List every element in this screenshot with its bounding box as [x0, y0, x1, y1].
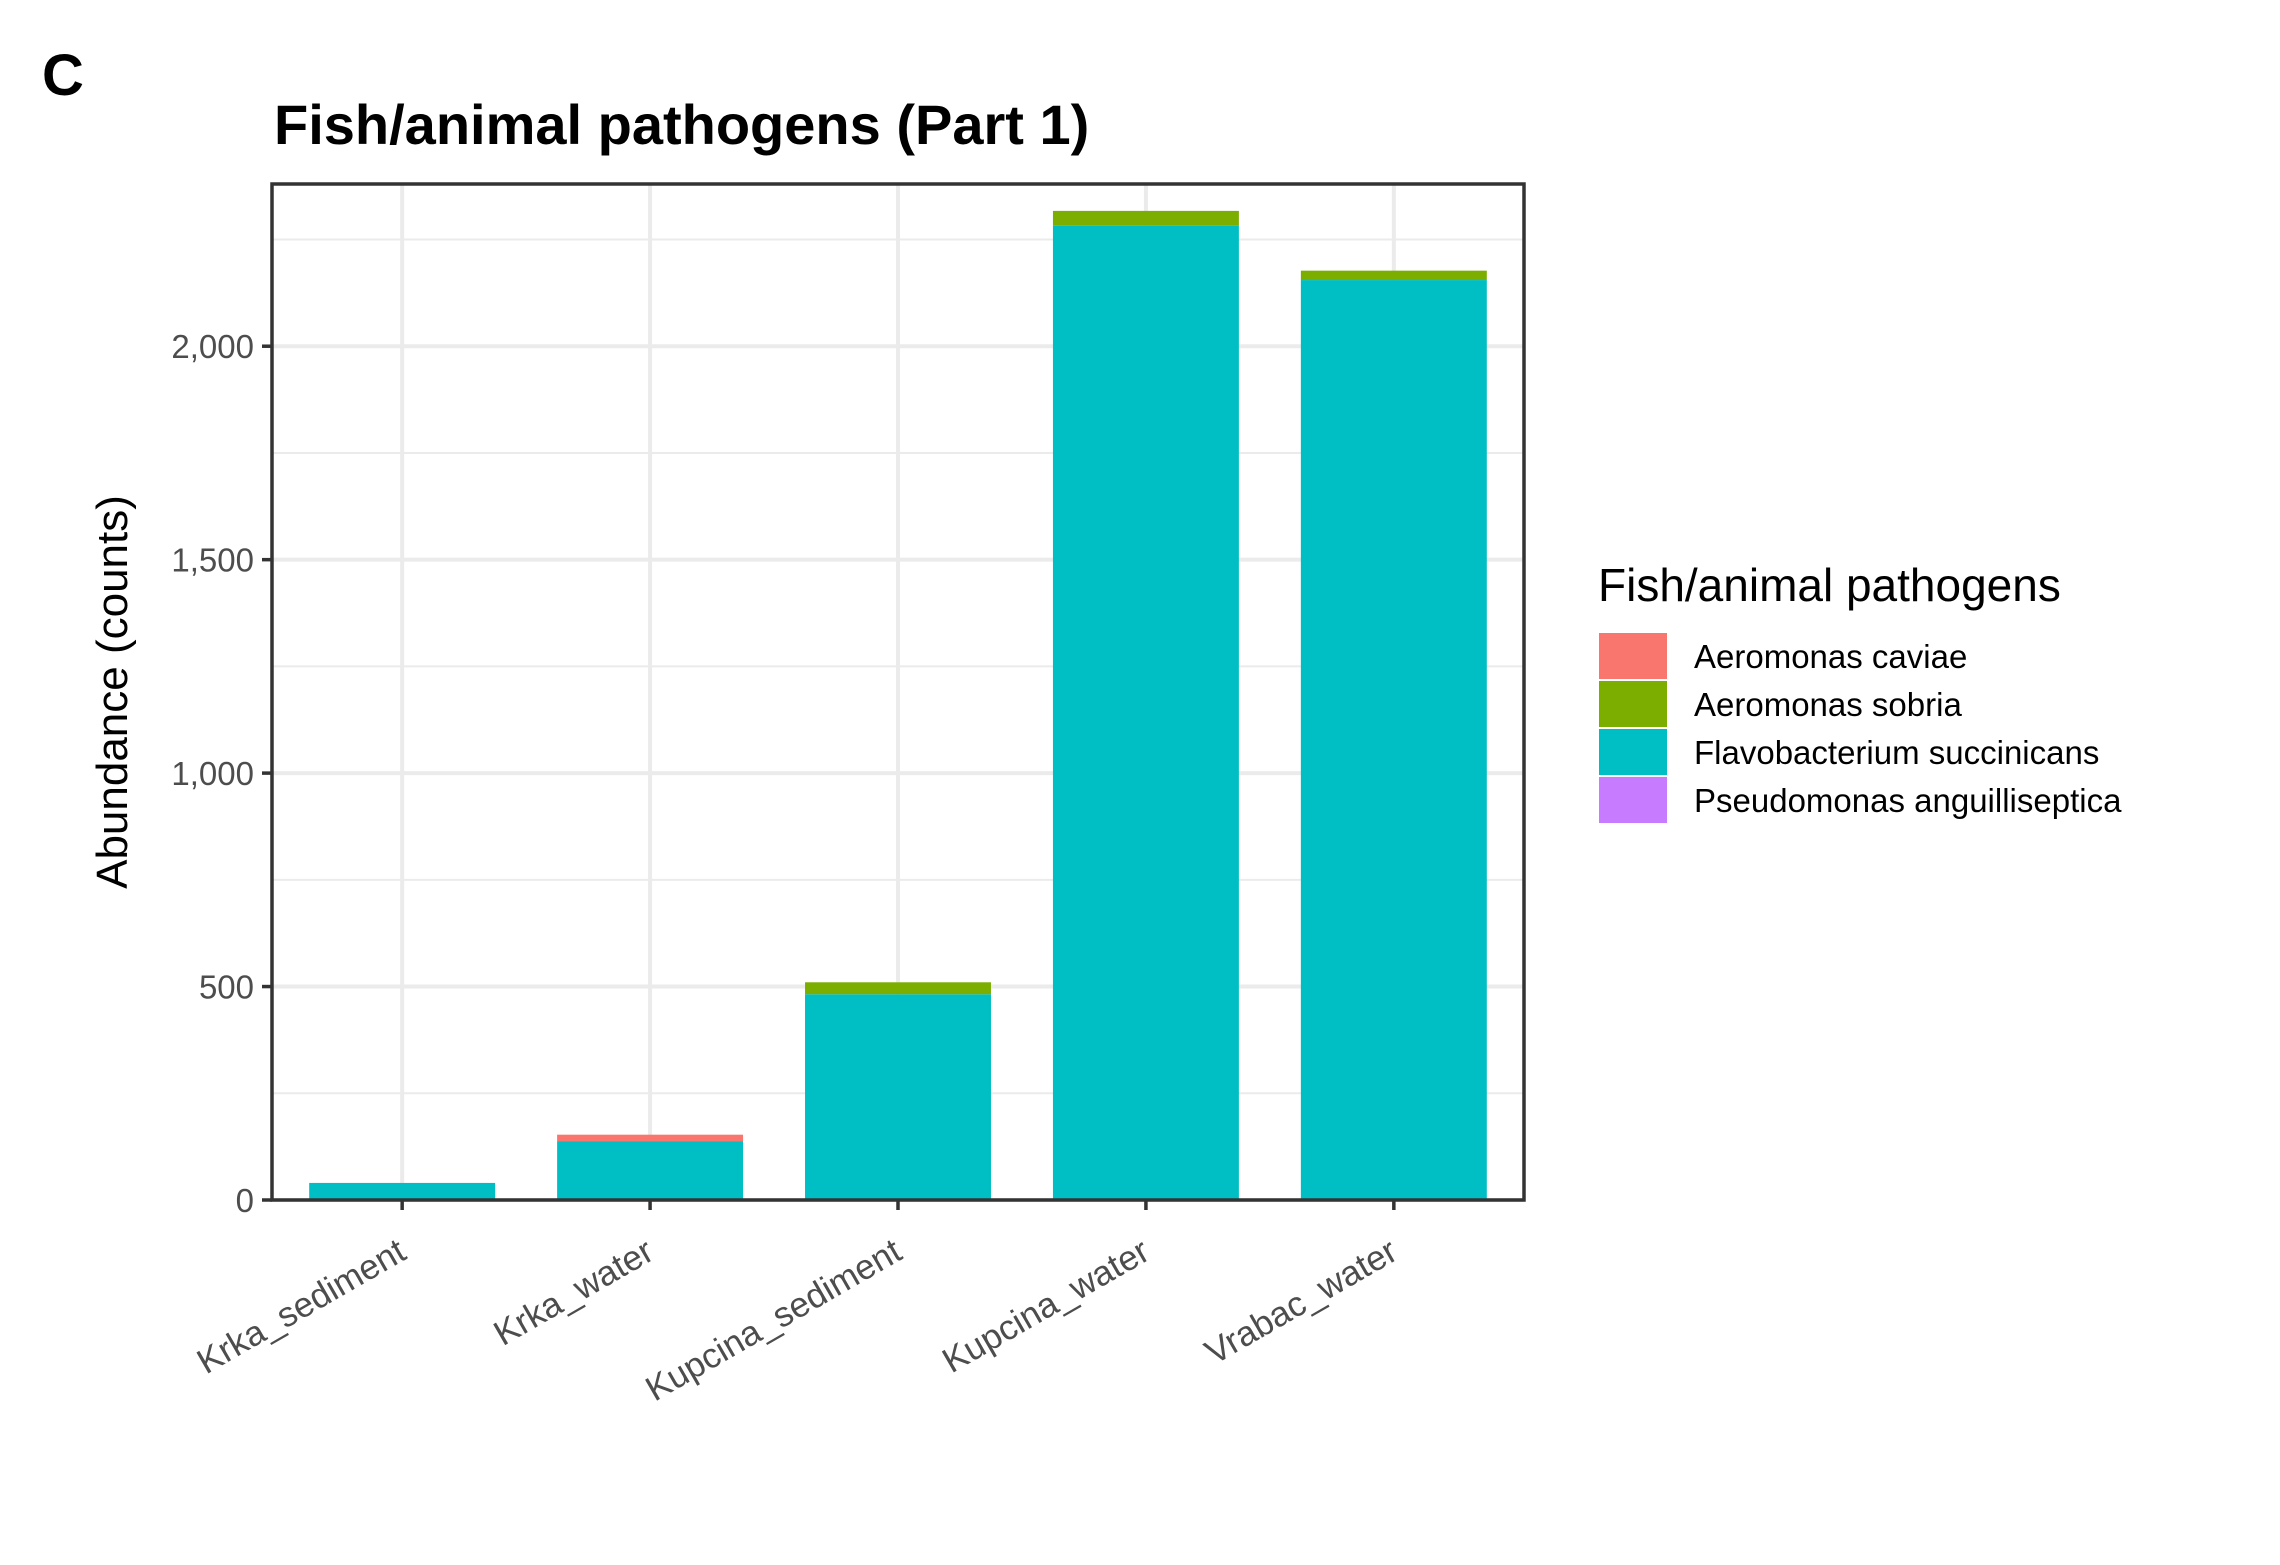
bar-flavobacterium-succinicans-krka-sediment [309, 1182, 496, 1200]
y-axis-title: Abundance (counts) [88, 495, 137, 889]
y-tick-label: 1,000 [171, 755, 254, 792]
x-tick-label: Krka_sediment [190, 1231, 412, 1382]
bar-aeromonas-sobria-vrabac-water [1300, 270, 1487, 281]
legend-key-flavobacterium-succinicans [1597, 727, 1669, 777]
x-tick-label: Kupcina_sediment [639, 1231, 908, 1409]
plot-area: 0 500 1,000 1,500 2,000 Krka_sediment Krka_wat… [171, 182, 1526, 1409]
panel-letter: C [42, 43, 84, 108]
chart-title: Fish/animal pathogens (Part 1) [274, 93, 1089, 156]
bar-aeromonas-caviae-krka-water [557, 1134, 744, 1142]
legend-key-aeromonas-sobria [1597, 679, 1669, 729]
y-tick-label: 1,500 [171, 542, 254, 579]
x-tick-label: Vrabac_water [1198, 1231, 1404, 1372]
bar-flavobacterium-succinicans-kupcina-water [1052, 225, 1239, 1200]
y-tick-label: 0 [236, 1182, 254, 1219]
legend-label-aeromonas-caviae: Aeromonas caviae [1694, 638, 1967, 675]
legend-label-aeromonas-sobria: Aeromonas sobria [1694, 686, 1962, 723]
y-tick-label: 500 [199, 969, 254, 1006]
bar-flavobacterium-succinicans-kupcina-sediment [805, 994, 991, 1200]
legend-label-pseudomonas-anguilliseptica: Pseudomonas anguilliseptica [1694, 782, 2122, 819]
legend-key-pseudomonas-anguilliseptica [1597, 775, 1669, 825]
bar-flavobacterium-succinicans-krka-water [557, 1141, 744, 1199]
y-tick-label: 2,000 [171, 328, 254, 365]
x-tick-label: Krka_water [487, 1231, 660, 1353]
legend-title: Fish/animal pathogens [1598, 559, 2061, 611]
legend-label-flavobacterium-succinicans: Flavobacterium succinicans [1694, 734, 2099, 771]
x-tick-label: Kupcina_water [936, 1231, 1156, 1381]
bar-aeromonas-sobria-kupcina-sediment [805, 982, 991, 995]
bar-flavobacterium-succinicans-vrabac-water [1300, 280, 1487, 1200]
legend: Fish/animal pathogens Aeromonas caviae Ae… [1597, 559, 2122, 825]
bar-aeromonas-sobria-kupcina-water [1052, 210, 1239, 226]
legend-key-aeromonas-caviae [1597, 631, 1669, 681]
